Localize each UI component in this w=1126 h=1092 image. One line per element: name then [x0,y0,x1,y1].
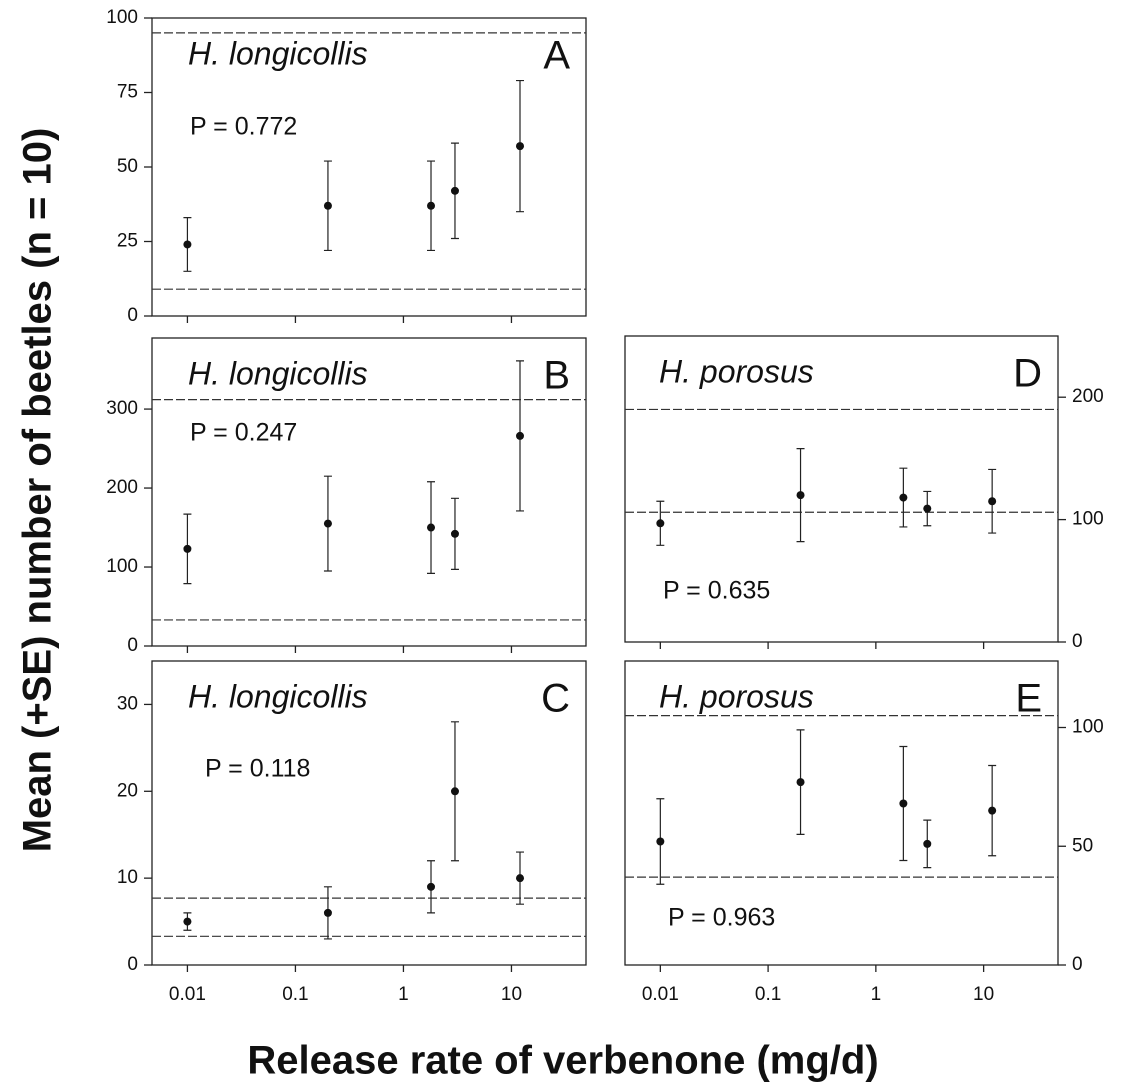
data-point [516,142,525,151]
p-value: P = 0.635 [663,577,770,605]
y-tick-label: 10 [117,867,138,888]
plot-frame [151,660,587,966]
y-tick-label: 0 [127,305,138,326]
p-value: P = 0.963 [668,904,775,932]
y-tick-label: 300 [106,398,138,419]
data-point [899,799,908,808]
data-point [450,529,459,538]
species-label: H. porosus [659,678,814,714]
panel-letter: E [1015,677,1042,721]
data-point [796,778,805,787]
y-tick-label: 0 [1072,631,1083,652]
y-tick-label: 25 [117,231,138,252]
y-tick-label: 100 [106,7,138,28]
y-tick-label: 0 [127,635,138,656]
data-point [516,874,525,883]
y-tick-label: 0 [127,954,138,975]
species-label: H. porosus [659,353,814,389]
data-point [427,523,436,532]
y-tick-label: 200 [106,477,138,498]
x-tick-label: 0.1 [755,984,781,1005]
species-label: H. longicollis [188,678,368,714]
data-point [656,837,665,846]
y-tick-label: 100 [106,556,138,577]
panel-letter: C [541,677,570,721]
data-point [656,519,665,528]
species-label: H. longicollis [188,35,368,71]
data-point [427,201,436,210]
plot-frame [151,337,587,647]
data-point [899,493,908,502]
y-axis-title: Mean (+SE) number of beetles (n = 10) [16,128,60,853]
x-axis-title: Release rate of verbenone (mg/d) [247,1039,878,1083]
data-point [183,917,192,926]
data-point [923,839,932,848]
x-tick-label: 10 [501,984,522,1005]
data-point [323,908,332,917]
y-tick-label: 50 [117,156,138,177]
p-value: P = 0.118 [205,755,310,783]
y-tick-label: 30 [117,693,138,714]
x-tick-label: 0.01 [169,984,206,1005]
panel-letter: D [1013,352,1042,396]
data-point [183,240,192,249]
panel-letter: B [543,354,570,398]
p-value: P = 0.772 [190,113,297,141]
y-tick-label: 0 [1072,954,1083,975]
y-tick-label: 100 [1072,717,1104,738]
x-tick-label: 0.01 [642,984,679,1005]
plot-frame [624,335,1059,643]
data-point [183,544,192,553]
data-point [450,787,459,796]
y-tick-label: 20 [117,780,138,801]
y-tick-label: 75 [117,82,138,103]
x-tick-label: 1 [398,984,409,1005]
species-label: H. longicollis [188,355,368,391]
p-value: P = 0.247 [190,419,297,447]
data-point [988,806,997,815]
data-point [450,186,459,195]
data-point [323,519,332,528]
data-point [988,497,997,506]
data-point [323,201,332,210]
data-point [923,504,932,513]
panel-letter: A [543,34,570,78]
plot-frame [624,660,1059,966]
y-tick-label: 100 [1072,509,1104,530]
data-point [516,431,525,440]
y-tick-label: 50 [1072,835,1093,856]
x-tick-label: 10 [973,984,994,1005]
x-tick-label: 0.1 [282,984,308,1005]
x-tick-label: 1 [871,984,882,1005]
data-point [796,491,805,500]
data-point [427,882,436,891]
y-tick-label: 200 [1072,386,1104,407]
